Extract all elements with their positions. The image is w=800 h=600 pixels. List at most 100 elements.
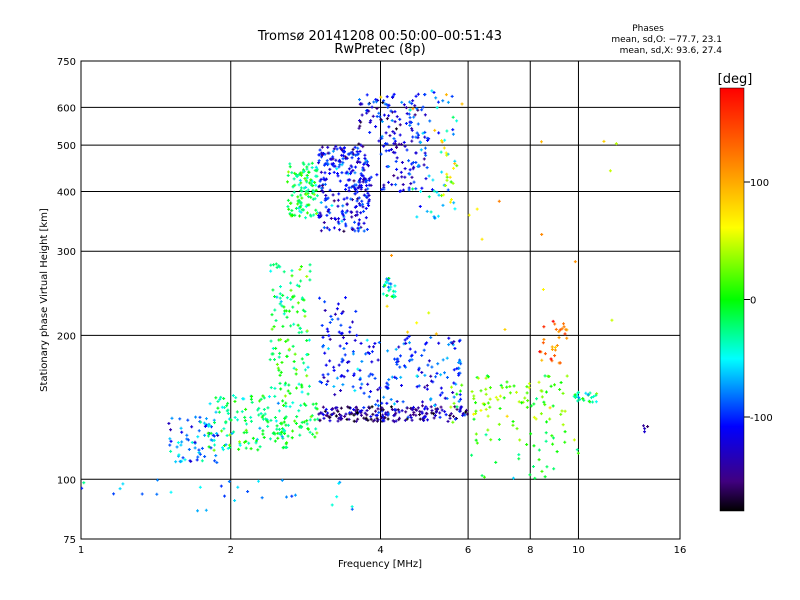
data-point	[249, 397, 253, 401]
data-point	[369, 390, 373, 394]
data-point	[333, 164, 337, 168]
data-point	[452, 368, 456, 372]
data-point	[437, 341, 441, 345]
data-point	[418, 417, 422, 421]
data-point	[286, 434, 290, 438]
data-point	[308, 278, 312, 282]
data-point	[431, 178, 435, 182]
data-point	[379, 95, 383, 99]
data-point	[303, 314, 307, 318]
data-point	[198, 415, 202, 419]
data-point	[332, 365, 336, 369]
data-point	[351, 168, 355, 172]
data-point	[406, 330, 410, 334]
data-point	[193, 440, 197, 444]
data-point	[411, 413, 415, 417]
data-point	[404, 121, 408, 125]
data-point	[302, 170, 306, 174]
data-point	[279, 285, 283, 289]
data-point	[313, 435, 317, 439]
data-point	[541, 341, 545, 345]
data-point	[434, 375, 438, 379]
data-point	[425, 387, 429, 391]
data-point	[289, 288, 293, 292]
data-point	[285, 315, 289, 319]
data-point	[284, 381, 288, 385]
data-point	[278, 373, 282, 377]
data-point	[323, 409, 327, 413]
data-point	[561, 423, 565, 427]
data-point	[304, 204, 308, 208]
data-point	[321, 184, 325, 188]
data-point	[410, 418, 414, 422]
data-point	[325, 382, 329, 386]
data-point	[402, 140, 406, 144]
x-tick-label: 6	[465, 545, 471, 556]
data-point	[515, 427, 519, 431]
colorbar-tick-label: 0	[750, 296, 756, 307]
data-point	[539, 389, 543, 393]
data-point	[445, 356, 449, 360]
data-point	[472, 397, 476, 401]
data-point	[355, 190, 359, 194]
data-point	[337, 416, 341, 420]
phases-title: Phases	[632, 24, 664, 34]
data-point	[240, 410, 244, 414]
data-point	[548, 417, 552, 421]
data-point	[305, 419, 309, 423]
data-point	[514, 390, 518, 394]
data-point	[361, 202, 365, 206]
data-point	[340, 373, 344, 377]
data-point	[265, 419, 269, 423]
data-point	[203, 455, 207, 459]
data-point	[313, 418, 317, 422]
data-point	[350, 228, 354, 232]
data-point	[339, 389, 343, 393]
data-point	[559, 412, 563, 416]
data-point	[345, 209, 349, 213]
data-point	[429, 398, 433, 402]
data-point	[505, 414, 509, 418]
data-point	[394, 347, 398, 351]
data-point	[329, 216, 333, 220]
data-point	[214, 410, 218, 414]
data-point	[305, 274, 309, 278]
data-point	[452, 201, 456, 205]
data-point	[423, 92, 427, 96]
data-point	[325, 161, 329, 165]
data-point	[353, 186, 357, 190]
data-point	[518, 438, 522, 442]
data-point	[365, 413, 369, 417]
data-point	[290, 436, 294, 440]
data-point	[379, 118, 383, 122]
data-point	[200, 446, 204, 450]
data-point	[305, 339, 309, 343]
data-point	[269, 269, 273, 273]
data-point	[280, 478, 284, 482]
data-point	[586, 393, 590, 397]
data-point	[408, 172, 412, 176]
data-point	[278, 296, 282, 300]
data-point	[200, 459, 204, 463]
data-point	[410, 102, 414, 106]
data-point	[309, 214, 313, 218]
data-point	[344, 211, 348, 215]
data-point	[584, 391, 588, 395]
data-point	[357, 202, 361, 206]
data-point	[340, 360, 344, 364]
data-point	[213, 459, 217, 463]
data-point	[327, 334, 331, 338]
data-point	[330, 412, 334, 416]
data-point	[326, 411, 330, 415]
data-point	[318, 148, 322, 152]
data-point	[587, 400, 591, 404]
data-point	[277, 409, 281, 413]
data-point	[381, 418, 385, 422]
data-point	[395, 115, 399, 119]
data-point	[424, 405, 428, 409]
data-point	[279, 387, 283, 391]
data-point	[398, 189, 402, 193]
data-point	[353, 171, 357, 175]
data-point	[347, 167, 351, 171]
data-point	[488, 397, 492, 401]
